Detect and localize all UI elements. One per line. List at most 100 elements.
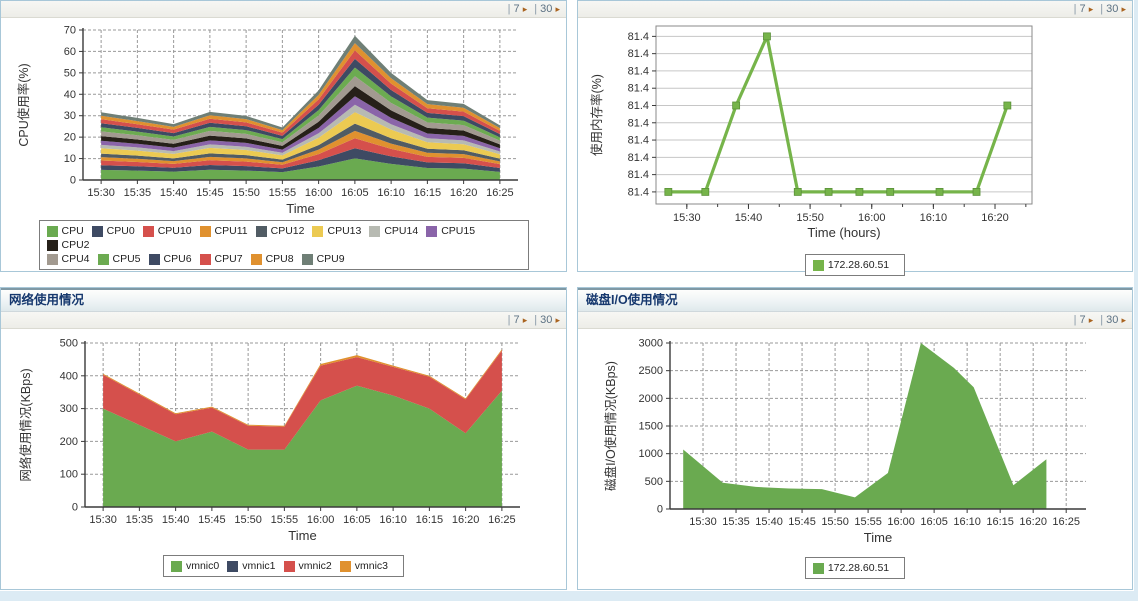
cpu-chart-legend: CPU CPU0 CPU10 CPU11 CPU12 CPU13 CPU14 CPU15 CPU… — [38, 220, 529, 270]
svg-text:16:15: 16:15 — [416, 514, 444, 526]
period-30-link[interactable]: | 30 ▸ — [534, 314, 560, 326]
svg-text:16:25: 16:25 — [1052, 516, 1080, 528]
legend-swatch-icon — [142, 225, 154, 237]
svg-text:16:00: 16:00 — [305, 187, 333, 199]
svg-text:1500: 1500 — [639, 421, 663, 433]
page-right-strip — [1134, 0, 1138, 601]
period-7-link[interactable]: | 7 ▸ — [507, 314, 528, 326]
svg-text:1000: 1000 — [639, 448, 663, 460]
svg-text:15:40: 15:40 — [162, 514, 190, 526]
legend-label: CPU9 — [316, 253, 345, 265]
svg-text:16:05: 16:05 — [343, 514, 371, 526]
legend-label: CPU — [61, 225, 84, 237]
svg-text:15:45: 15:45 — [196, 187, 224, 199]
svg-text:15:30: 15:30 — [89, 514, 117, 526]
legend-item-vmnic2: vmnic2 — [283, 560, 332, 572]
svg-text:81.4: 81.4 — [628, 83, 649, 95]
legend-label: CPU14 — [384, 225, 419, 237]
legend-swatch-icon — [812, 562, 824, 574]
legend-item-CPU7: CPU7 — [199, 253, 243, 265]
svg-text:15:30: 15:30 — [689, 516, 717, 528]
legend-item-vmnic1: vmnic1 — [227, 560, 276, 572]
network-chart-legend: vmnic0 vmnic1 vmnic2 vmnic3 — [162, 555, 405, 577]
period-7-link[interactable]: | 7 ▸ — [1073, 314, 1094, 326]
network-usage-chart: 0 100 200 300 400 500 15:30 15:35 15:40 15:45 15:5… — [18, 338, 520, 543]
panel-disk-io: 磁盘I/O使用情况 | 7 ▸ | 30 ▸ 0 500 1000 1500 2000 250… — [577, 287, 1133, 590]
svg-text:15:35: 15:35 — [124, 187, 152, 199]
svg-text:15:45: 15:45 — [788, 516, 816, 528]
legend-swatch-icon — [255, 225, 267, 237]
svg-text:0: 0 — [72, 502, 78, 514]
svg-text:81.4: 81.4 — [628, 48, 649, 60]
legend-item-CPU4: CPU4 — [46, 253, 90, 265]
arrow-right-icon: ▸ — [555, 315, 560, 325]
svg-text:70: 70 — [64, 25, 76, 37]
panel-toolbar: | 7 ▸ | 30 ▸ — [578, 1, 1132, 18]
svg-text:16:10: 16:10 — [953, 516, 981, 528]
svg-text:16:00: 16:00 — [307, 514, 335, 526]
legend-item-CPU15: CPU15 — [426, 225, 475, 237]
svg-text:81.4: 81.4 — [628, 169, 649, 181]
legend-swatch-icon — [148, 253, 160, 265]
legend-item-CPU14: CPU14 — [369, 225, 418, 237]
legend-item-CPU5: CPU5 — [97, 253, 141, 265]
svg-text:3000: 3000 — [639, 338, 663, 350]
period-7-link[interactable]: | 7 ▸ — [507, 3, 528, 15]
legend-item-172.28.60.51: 172.28.60.51 — [812, 259, 890, 271]
svg-text:400: 400 — [60, 370, 78, 382]
svg-text:Time: Time — [288, 528, 316, 543]
arrow-right-icon: ▸ — [1121, 4, 1126, 14]
legend-label: CPU5 — [112, 253, 141, 265]
legend-swatch-icon — [199, 253, 211, 265]
svg-text:40: 40 — [64, 89, 76, 101]
legend-swatch-icon — [250, 253, 262, 265]
svg-text:16:05: 16:05 — [341, 187, 369, 199]
panel-toolbar: | 7 ▸ | 30 ▸ — [1, 1, 566, 18]
svg-text:15:35: 15:35 — [126, 514, 154, 526]
panel-toolbar: | 7 ▸ | 30 ▸ — [1, 312, 566, 329]
svg-text:20: 20 — [64, 132, 76, 144]
svg-text:81.4: 81.4 — [628, 100, 649, 112]
svg-text:81.4: 81.4 — [628, 135, 649, 147]
svg-text:Time: Time — [864, 530, 892, 545]
svg-text:15:50: 15:50 — [234, 514, 262, 526]
legend-swatch-icon — [199, 225, 211, 237]
period-30-link[interactable]: | 30 ▸ — [1100, 3, 1126, 15]
arrow-right-icon: ▸ — [522, 315, 528, 325]
legend-item-CPU13: CPU13 — [312, 225, 361, 237]
legend-item-CPU6: CPU6 — [148, 253, 192, 265]
period-7-link[interactable]: | 7 ▸ — [1073, 3, 1094, 15]
arrow-right-icon: ▸ — [522, 4, 528, 14]
svg-text:500: 500 — [645, 476, 663, 488]
svg-text:60: 60 — [64, 46, 76, 58]
svg-text:2500: 2500 — [639, 365, 663, 377]
svg-text:10: 10 — [64, 153, 76, 165]
legend-swatch-icon — [283, 560, 295, 572]
page-bottom-strip — [0, 591, 1138, 601]
svg-text:16:20: 16:20 — [452, 514, 480, 526]
legend-label: 172.28.60.51 — [827, 562, 890, 574]
arrow-right-icon: ▸ — [1088, 315, 1094, 325]
legend-item-CPU9: CPU9 — [301, 253, 345, 265]
svg-text:15:45: 15:45 — [198, 514, 226, 526]
legend-label: vmnic1 — [242, 560, 276, 572]
legend-item-CPU10: CPU10 — [142, 225, 192, 237]
svg-text:15:50: 15:50 — [232, 187, 260, 199]
legend-label: CPU0 — [106, 225, 135, 237]
legend-label: CPU12 — [270, 225, 305, 237]
svg-text:81.4: 81.4 — [628, 186, 649, 198]
legend-label: CPU4 — [61, 253, 90, 265]
period-30-link[interactable]: | 30 ▸ — [534, 3, 560, 15]
legend-item-vmnic0: vmnic0 — [170, 560, 219, 572]
panel-network-usage: 网络使用情况 | 7 ▸ | 30 ▸ 0 100 200 300 400 500 15:30 1… — [0, 287, 567, 590]
svg-text:CPU使用率(%): CPU使用率(%) — [16, 63, 31, 146]
period-30-link[interactable]: | 30 ▸ — [1100, 314, 1126, 326]
svg-text:16:10: 16:10 — [379, 514, 407, 526]
svg-text:16:05: 16:05 — [920, 516, 948, 528]
legend-swatch-icon — [170, 560, 182, 572]
svg-text:16:00: 16:00 — [858, 212, 886, 224]
svg-text:Time (hours): Time (hours) — [807, 225, 880, 240]
legend-label: 172.28.60.51 — [827, 259, 890, 271]
legend-label: CPU8 — [265, 253, 294, 265]
